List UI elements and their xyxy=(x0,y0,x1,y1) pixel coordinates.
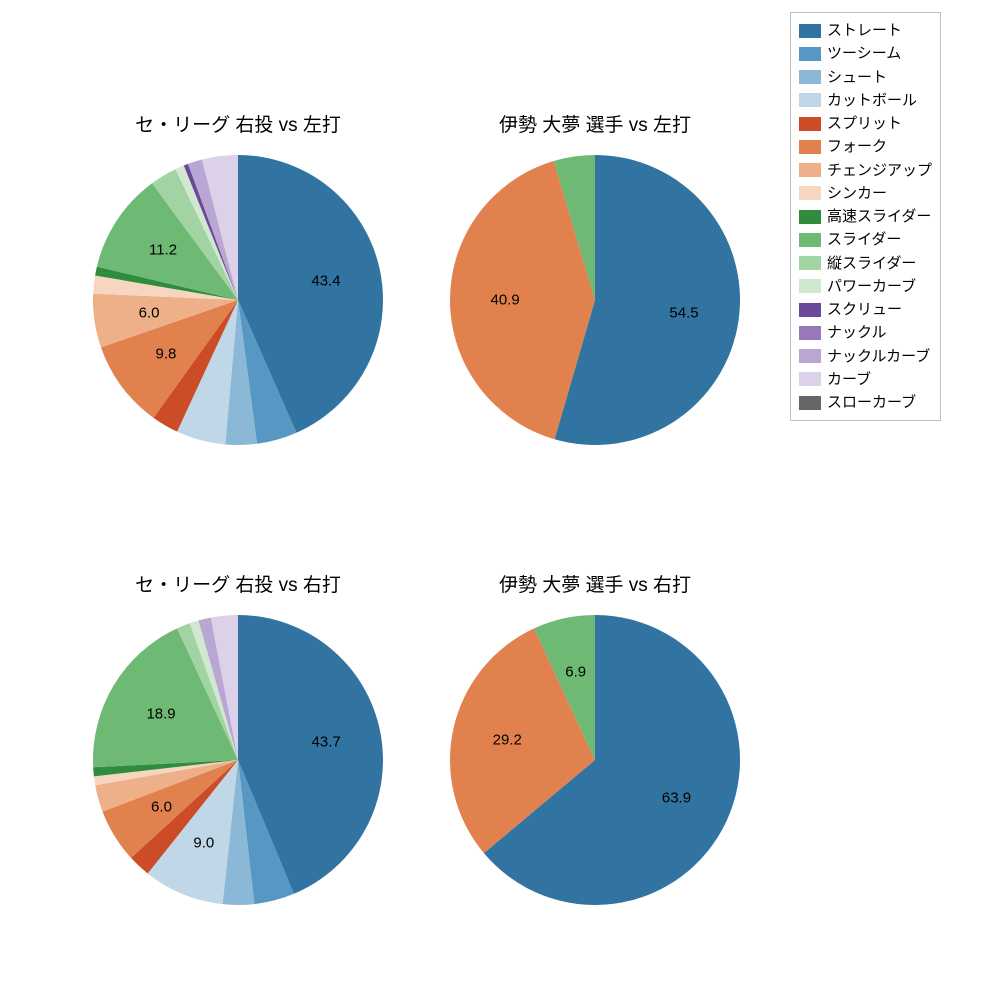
legend-swatch xyxy=(799,326,821,340)
legend-label: スプリット xyxy=(827,112,902,135)
legend-label: カットボール xyxy=(827,89,917,112)
legend-swatch xyxy=(799,349,821,363)
legend-label: シンカー xyxy=(827,182,887,205)
legend-swatch xyxy=(799,163,821,177)
legend-swatch xyxy=(799,70,821,84)
pie-chart xyxy=(91,613,385,907)
legend-item: ツーシーム xyxy=(799,42,932,65)
pie-slice-label: 40.9 xyxy=(490,292,519,309)
legend-item: 高速スライダー xyxy=(799,205,932,228)
legend-item: シンカー xyxy=(799,182,932,205)
legend-swatch xyxy=(799,256,821,270)
legend-item: スクリュー xyxy=(799,298,932,321)
pie-slice-label: 18.9 xyxy=(146,705,175,722)
legend-label: 縦スライダー xyxy=(827,252,916,275)
legend-item: ナックルカーブ xyxy=(799,345,932,368)
legend-label: フォーク xyxy=(827,135,887,158)
pie-chart xyxy=(448,613,742,907)
legend-swatch xyxy=(799,303,821,317)
legend-item: スローカーブ xyxy=(799,391,932,414)
pie-slice-label: 6.0 xyxy=(139,304,160,321)
pie-slice-label: 63.9 xyxy=(662,790,691,807)
legend-swatch xyxy=(799,233,821,247)
legend-item: フォーク xyxy=(799,135,932,158)
legend-label: スライダー xyxy=(827,228,901,251)
pie-slice-label: 11.2 xyxy=(149,242,177,259)
legend-swatch xyxy=(799,396,821,410)
legend-label: シュート xyxy=(827,66,887,89)
pie-slice-label: 6.0 xyxy=(151,799,172,816)
chart-title: セ・リーグ 右投 vs 左打 xyxy=(135,110,341,137)
pie-slice-label: 43.7 xyxy=(312,734,341,751)
legend-label: 高速スライダー xyxy=(827,205,931,228)
legend-item: チェンジアップ xyxy=(799,159,932,182)
pie-slice-label: 6.9 xyxy=(565,664,586,681)
legend-item: シュート xyxy=(799,66,932,89)
legend-item: カットボール xyxy=(799,89,932,112)
chart-title: 伊勢 大夢 選手 vs 左打 xyxy=(499,110,691,137)
legend-swatch xyxy=(799,372,821,386)
legend-swatch xyxy=(799,24,821,38)
legend-item: 縦スライダー xyxy=(799,252,932,275)
legend-swatch xyxy=(799,140,821,154)
legend-swatch xyxy=(799,93,821,107)
legend-item: ナックル xyxy=(799,321,932,344)
legend-label: チェンジアップ xyxy=(827,159,932,182)
pie-slice-label: 9.8 xyxy=(156,345,177,362)
legend-item: パワーカーブ xyxy=(799,275,932,298)
pie-slice-label: 29.2 xyxy=(493,732,522,749)
pie-slice-label: 43.4 xyxy=(311,273,340,290)
legend-label: スローカーブ xyxy=(827,391,916,414)
legend-swatch xyxy=(799,210,821,224)
legend-label: ツーシーム xyxy=(827,42,901,65)
legend-item: スプリット xyxy=(799,112,932,135)
legend-swatch xyxy=(799,279,821,293)
pie-slice-label: 54.5 xyxy=(669,304,698,321)
legend-label: ストレート xyxy=(827,19,902,42)
legend-item: カーブ xyxy=(799,368,932,391)
legend-label: スクリュー xyxy=(827,298,902,321)
legend-label: ナックル xyxy=(827,321,887,344)
legend-swatch xyxy=(799,186,821,200)
chart-title: セ・リーグ 右投 vs 右打 xyxy=(135,570,341,597)
pie-chart xyxy=(91,153,385,447)
legend-swatch xyxy=(799,117,821,131)
legend: ストレートツーシームシュートカットボールスプリットフォークチェンジアップシンカー… xyxy=(790,12,941,421)
legend-label: パワーカーブ xyxy=(827,275,916,298)
chart-title: 伊勢 大夢 選手 vs 右打 xyxy=(499,570,691,597)
legend-swatch xyxy=(799,47,821,61)
legend-item: スライダー xyxy=(799,228,932,251)
legend-label: ナックルカーブ xyxy=(827,345,930,368)
pie-slice-label: 9.0 xyxy=(193,835,214,852)
legend-label: カーブ xyxy=(827,368,871,391)
legend-item: ストレート xyxy=(799,19,932,42)
